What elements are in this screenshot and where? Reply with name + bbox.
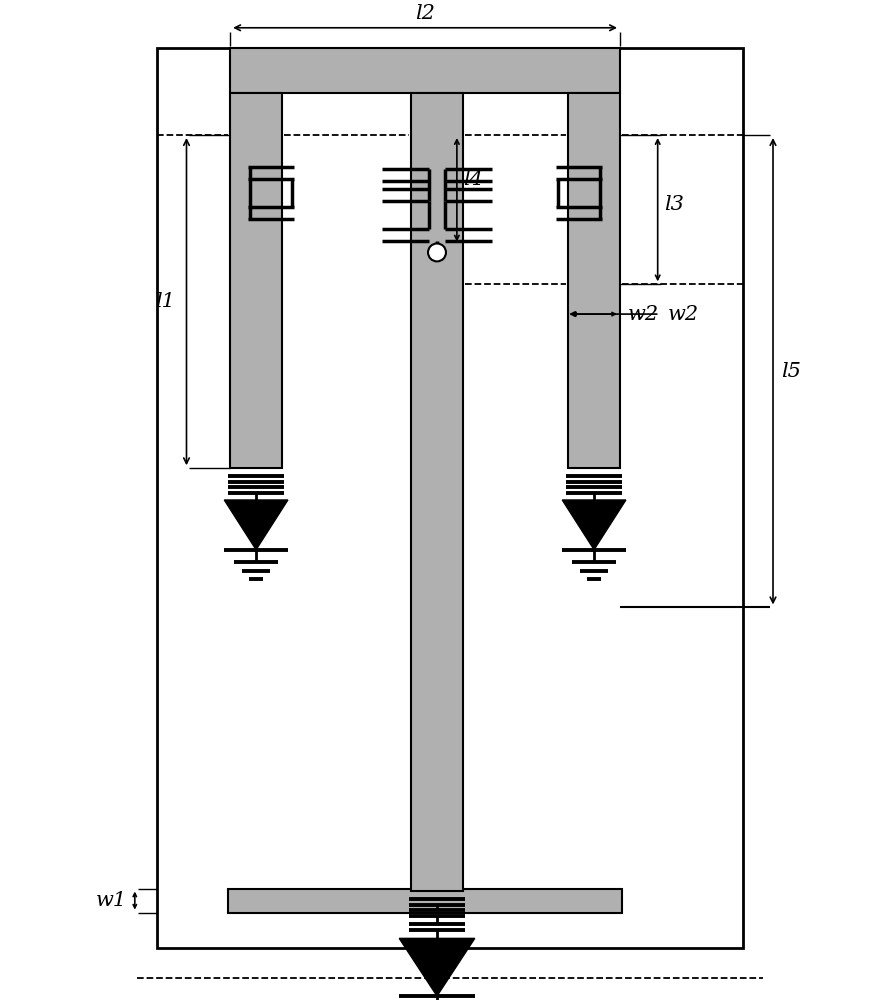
Text: w2: w2 <box>628 305 659 324</box>
Polygon shape <box>399 938 475 996</box>
Text: l4: l4 <box>463 170 483 189</box>
Bar <box>411 93 463 891</box>
Text: w1: w1 <box>95 891 127 910</box>
Text: l3: l3 <box>663 195 683 214</box>
Text: l1: l1 <box>155 292 175 311</box>
Polygon shape <box>563 500 626 550</box>
Bar <box>228 889 622 913</box>
Text: l2: l2 <box>415 4 435 23</box>
Bar <box>230 93 282 468</box>
Text: w2: w2 <box>668 305 699 324</box>
Bar <box>230 48 620 93</box>
Polygon shape <box>224 500 288 550</box>
Text: l5: l5 <box>781 362 801 381</box>
Bar <box>568 93 620 468</box>
Circle shape <box>428 243 446 261</box>
Bar <box>157 48 743 948</box>
